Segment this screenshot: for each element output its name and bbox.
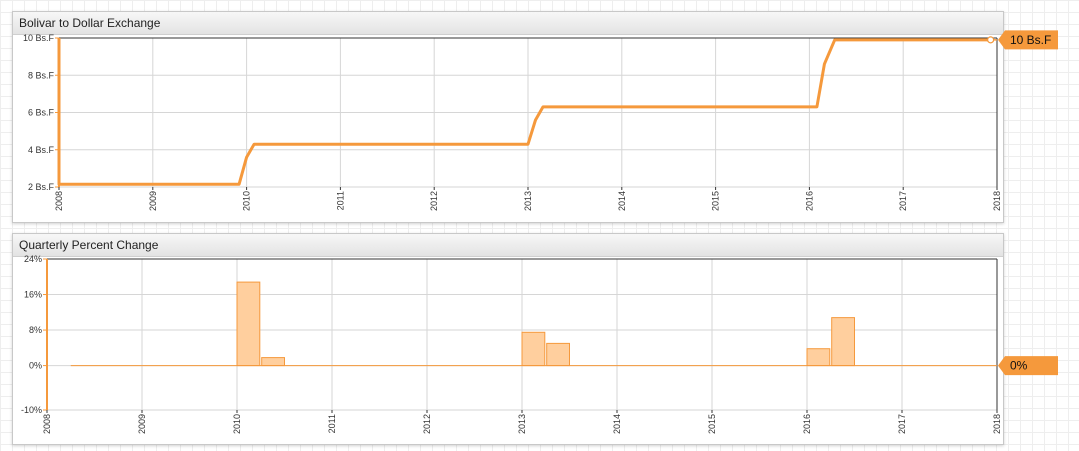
x-tick-label: 2009 <box>148 191 158 211</box>
percent-change-chart-title: Quarterly Percent Change <box>13 234 1003 257</box>
x-tick-label: 2018 <box>992 191 1002 211</box>
x-tick-label: 2014 <box>612 414 622 434</box>
y-tick-label: 2 Bs.F <box>28 182 55 192</box>
x-tick-label: 2010 <box>232 414 242 434</box>
last-value-badge <box>998 356 1058 376</box>
x-tick-label: 2014 <box>617 191 627 211</box>
x-tick-label: 2015 <box>707 414 717 434</box>
x-tick-label: 2009 <box>137 414 147 434</box>
last-point-marker <box>987 36 995 44</box>
y-tick-label: 6 Bs.F <box>28 108 55 118</box>
exchange-line-chart: 2 Bs.F 4 Bs.F 6 Bs.F 8 Bs.F 10 Bs.F 2008 2009 2… <box>23 30 1058 211</box>
x-tick-label: 2008 <box>54 191 64 211</box>
percent-change-bar <box>831 317 856 367</box>
x-tick-label: 2018 <box>992 414 1002 434</box>
y-tick-label: 24% <box>24 254 42 264</box>
x-tick-label: 2017 <box>898 191 908 211</box>
percent-change-bar <box>261 357 286 367</box>
y-tick-label: 4 Bs.F <box>28 145 55 155</box>
exchange-series-line <box>57 38 988 186</box>
percent-change-bar <box>546 342 571 367</box>
last-value-label: 10 Bs.F <box>1010 33 1051 47</box>
x-tick-label: 2013 <box>523 191 533 211</box>
x-tick-label: 2008 <box>42 414 52 434</box>
exchange-chart-title: Bolivar to Dollar Exchange <box>13 12 1003 35</box>
y-tick-label: 8% <box>29 325 42 335</box>
x-tick-label: 2015 <box>711 191 721 211</box>
x-tick-label: 2010 <box>242 191 252 211</box>
y-tick-label: 8 Bs.F <box>28 70 55 80</box>
percent-change-bar <box>806 348 831 367</box>
x-tick-label: 2012 <box>422 414 432 434</box>
y-tick-label: 0% <box>29 361 42 371</box>
last-value-label: 0% <box>1010 359 1028 373</box>
percent-change-bar <box>521 331 546 367</box>
y-tick-label: 16% <box>24 290 42 300</box>
percent-change-bar <box>236 281 261 367</box>
x-tick-label: 2012 <box>429 191 439 211</box>
x-tick-label: 2016 <box>802 414 812 434</box>
last-value-badge <box>998 30 1058 50</box>
y-tick-label: 10 Bs.F <box>23 33 55 43</box>
exchange-chart-panel: Bolivar to Dollar Exchange <box>12 11 1004 223</box>
x-tick-label: 2011 <box>327 414 337 433</box>
x-tick-label: 2013 <box>517 414 527 434</box>
y-tick-label: -10% <box>21 405 42 415</box>
x-tick-label: 2016 <box>804 191 814 211</box>
x-tick-label: 2017 <box>897 414 907 434</box>
x-tick-label: 2011 <box>335 191 345 210</box>
